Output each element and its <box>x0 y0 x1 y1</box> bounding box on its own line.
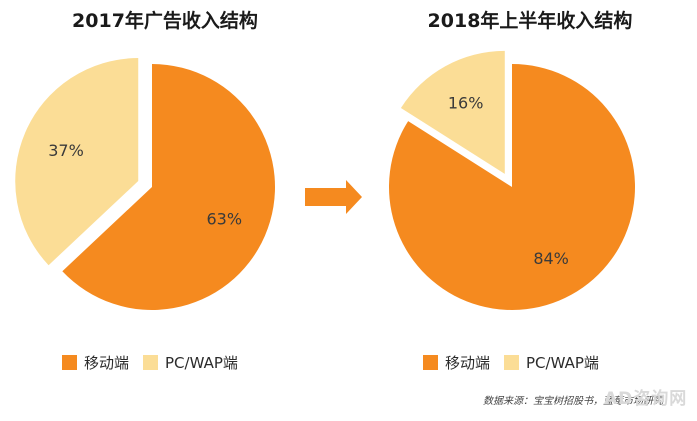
pie-label-mobile: 84% <box>533 249 569 268</box>
arrow-right-icon <box>305 180 362 214</box>
legend-swatch-pc <box>504 355 520 370</box>
legend-item-mobile: 移动端 <box>62 352 129 373</box>
legend-2017: 移动端 PC/WAP端 <box>62 352 252 373</box>
legend-label-pc: PC/WAP端 <box>165 354 238 372</box>
pie-label-pc: 16% <box>448 94 484 113</box>
data-source-note: 数据来源：宝宝树招股书，蓝莓市场研究 <box>483 396 663 407</box>
legend-swatch-mobile <box>423 355 438 370</box>
legend-swatch-mobile <box>62 355 77 370</box>
pie-slice-pc <box>15 58 139 266</box>
pie-slice-pc <box>400 50 505 174</box>
legend-2018h1: 移动端 PC/WAP端 <box>423 352 613 373</box>
watermark: AD咨询网 <box>604 389 688 409</box>
legend-item-pc: PC/WAP端 <box>504 352 599 373</box>
pie-chart-2017: 63% 37% <box>15 58 276 310</box>
legend-label-mobile: 移动端 <box>84 354 130 372</box>
pie-label-pc: 37% <box>48 141 84 160</box>
legend-item-mobile: 移动端 <box>423 352 490 373</box>
legend-swatch-pc <box>143 355 159 370</box>
pie-label-mobile: 63% <box>206 209 242 228</box>
chart-title-2018h1: 2018年上半年收入结构 <box>427 10 633 32</box>
legend-label-pc: PC/WAP端 <box>526 354 599 372</box>
pie-slice-mobile <box>62 64 276 310</box>
legend-item-pc: PC/WAP端 <box>143 352 238 373</box>
legend-label-mobile: 移动端 <box>445 354 491 372</box>
chart-title-2017: 2017年广告收入结构 <box>72 10 258 32</box>
pie-slice-mobile <box>389 64 636 310</box>
pie-chart-2018h1: 84% 16% <box>389 50 636 310</box>
